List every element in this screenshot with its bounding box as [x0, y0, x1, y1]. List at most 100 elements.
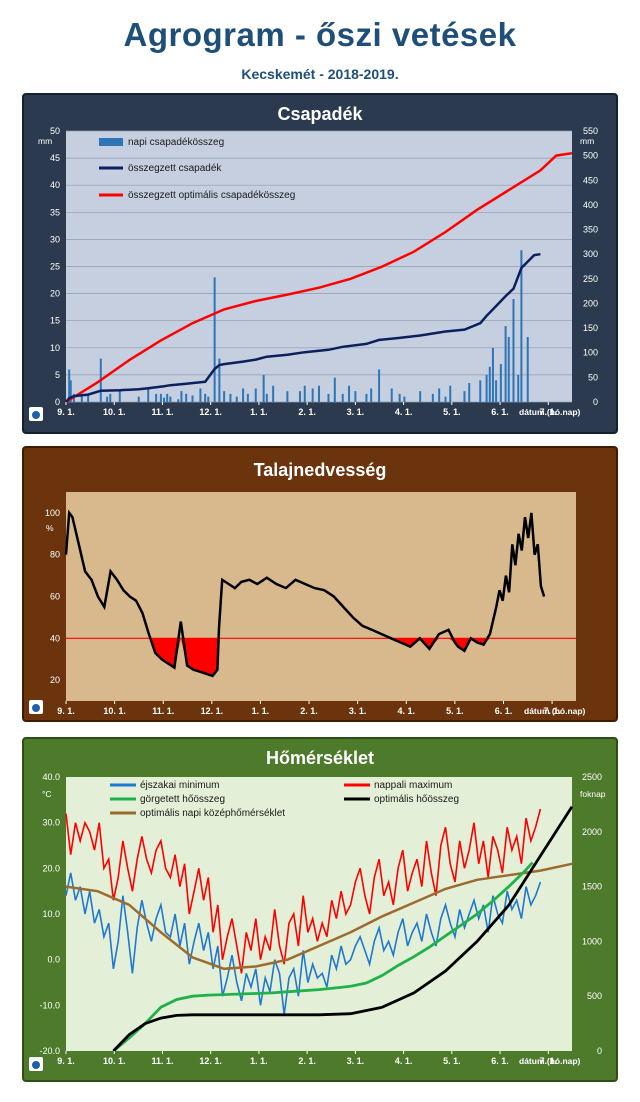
x-tick-label: 1. 1. — [250, 1056, 268, 1066]
x-tick-label: 4. 1. — [398, 706, 416, 716]
precip-bar — [155, 393, 158, 402]
precip-bar — [512, 299, 515, 402]
y2-tick-label: 400 — [583, 200, 598, 210]
y-tick-label: 30 — [50, 234, 60, 244]
page-subtitle: Kecskemét - 2018-2019. — [241, 66, 399, 82]
y2-tick-label: 550 — [583, 126, 598, 136]
legend-label: napi csapadékösszeg — [128, 137, 224, 148]
x-axis-title: dátum (hó.nap) — [519, 1056, 581, 1066]
precip-bar — [218, 358, 221, 402]
x-tick-label: 9. 1. — [57, 706, 75, 716]
precip-bar — [265, 393, 268, 402]
y2-tick-label: 250 — [583, 274, 598, 284]
precip-bar — [177, 399, 180, 402]
legend-label: összegzett csapadék — [128, 163, 222, 174]
precip-bar — [207, 396, 210, 402]
x-tick-label: 2. 1. — [298, 407, 316, 417]
x-tick-label: 10. 1. — [103, 1056, 126, 1066]
legend-label: görgetett hőösszeg — [140, 794, 225, 805]
precip-bar — [159, 393, 162, 402]
y-axis-title: mm — [38, 136, 52, 146]
precip-bar — [68, 369, 71, 402]
precip-bar — [199, 388, 202, 402]
precip-bar — [80, 396, 83, 402]
x-tick-label: 3. 1. — [347, 407, 365, 417]
precip-bar — [69, 380, 72, 402]
precip-bar — [229, 393, 232, 402]
precip-bar — [390, 388, 393, 402]
precip-bar — [488, 366, 491, 402]
x-tick-label: 5. 1. — [443, 407, 461, 417]
series-night-min — [65, 872, 542, 1015]
x-tick-label: 12. 1. — [199, 407, 222, 417]
y-tick-label: -10.0 — [39, 1000, 60, 1010]
y-tick-label: 50 — [50, 126, 60, 136]
precip-bar — [163, 397, 166, 402]
x-tick-label: 6. 1. — [495, 706, 513, 716]
precip-bar — [341, 393, 344, 402]
precip-bar — [479, 380, 482, 402]
y2-tick-label: 150 — [583, 323, 598, 333]
chart-title: Hőmérséklet — [266, 748, 374, 768]
y2-tick-label: 50 — [588, 372, 598, 382]
precip-bar — [272, 385, 275, 402]
precip-bar — [262, 374, 265, 402]
y-tick-label: 35 — [50, 207, 60, 217]
legend-label: optimális napi középhőmérséklet — [140, 808, 285, 819]
chart-title: Csapadék — [277, 104, 363, 124]
x-tick-label: 6. 1. — [491, 407, 509, 417]
temperature-panel: Hőmérséklet -20.0 -10.0 0.0 10.0 20.0 30.0 40.0… — [22, 737, 618, 1082]
legend-label: optimális hőösszeg — [374, 794, 459, 805]
y-tick-label: 20 — [50, 675, 60, 685]
x-tick-label: 5. 1. — [446, 706, 464, 716]
y-tick-label: 40.0 — [42, 772, 60, 782]
y2-tick-label: 0 — [597, 1046, 602, 1056]
x-tick-label: 12. 1. — [201, 706, 224, 716]
omsz-logo-mark — [32, 704, 40, 712]
y-tick-label: 0.0 — [47, 955, 60, 965]
y2-tick-label: 1000 — [582, 936, 602, 946]
precip-bar — [333, 377, 336, 402]
precip-bar — [491, 347, 494, 402]
chart-title: Talajnedvesség — [254, 460, 387, 480]
y2-tick-label: 300 — [583, 249, 598, 259]
y2-tick-label: 0 — [593, 397, 598, 407]
precip-bar — [87, 393, 90, 402]
temperature-chart: Hőmérséklet -20.0 -10.0 0.0 10.0 20.0 30.0 40.0… — [29, 748, 606, 1071]
precip-bar — [370, 388, 373, 402]
precip-bar — [507, 336, 510, 402]
precip-bar — [403, 396, 406, 402]
x-tick-label: 7. 1. — [540, 407, 558, 417]
precip-bar — [118, 391, 121, 402]
omsz-logo-mark — [32, 1061, 40, 1069]
x-axis-title: dátum (hó.nap) — [524, 706, 586, 716]
precip-bar — [147, 388, 150, 402]
precip-bar — [169, 396, 172, 402]
x-tick-label: 4. 1. — [395, 407, 413, 417]
y2-tick-label: 2500 — [582, 772, 602, 782]
x-tick-label: 7. 1. — [543, 706, 561, 716]
precip-bar — [495, 380, 498, 402]
precip-bar — [204, 393, 207, 402]
y2-tick-label: 500 — [587, 991, 602, 1001]
y-tick-label: 45 — [50, 153, 60, 163]
y2-tick-label: 1500 — [582, 882, 602, 892]
legend-label: éjszakai minimum — [140, 780, 219, 791]
precip-bar — [223, 391, 226, 402]
precip-bar — [106, 396, 109, 402]
precip-bar — [517, 374, 520, 402]
series-rolling-heat-sum — [112, 861, 534, 1053]
y-tick-label: -20.0 — [39, 1046, 60, 1056]
precip-bar — [303, 385, 306, 402]
x-tick-label: 2. 1. — [300, 706, 318, 716]
precip-bar — [485, 374, 488, 402]
y2-tick-label: 2000 — [582, 827, 602, 837]
precip-bar — [180, 391, 183, 402]
precip-bar — [246, 393, 249, 402]
x-tick-label: 11. 1. — [152, 706, 174, 716]
legend-label: nappali maximum — [374, 780, 452, 791]
precip-bar — [504, 326, 507, 402]
y-tick-label: 0 — [55, 397, 60, 407]
precip-bar — [235, 396, 238, 402]
precip-bar — [286, 391, 289, 402]
